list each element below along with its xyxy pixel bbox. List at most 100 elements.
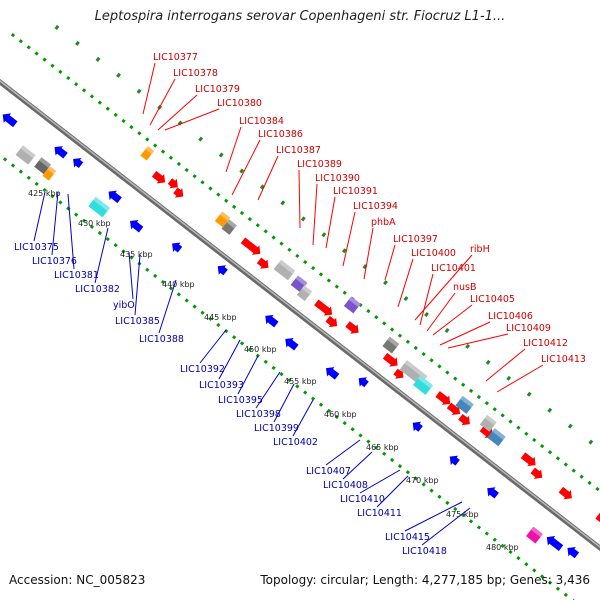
feature-block-2 (34, 157, 52, 175)
reverse-leader-line (292, 399, 314, 437)
forward-gene-label: nusB (453, 282, 477, 293)
forward-leader-line (157, 94, 198, 131)
feature-block-17-shape (487, 428, 506, 447)
feature-block-14 (412, 375, 433, 395)
forward-gene-label: LIC10409 (506, 323, 551, 334)
outer-tick (383, 280, 388, 286)
forward-gene-9-shape (393, 368, 404, 379)
feature-block-9-sheen (295, 275, 308, 286)
forward-gene-9 (393, 368, 404, 379)
feature-block-5-sheen (145, 146, 155, 155)
feature-block-18 (526, 526, 543, 544)
feature-block-12 (382, 336, 400, 354)
feature-block-11-shape (343, 296, 361, 314)
forward-gene-12 (458, 413, 470, 426)
forward-gene-17 (595, 512, 600, 526)
reverse-leader-line (199, 329, 227, 364)
ruler-tick-label: 470 kbp (406, 476, 439, 485)
outer-tick (75, 40, 80, 46)
reverse-gene-16-shape (567, 546, 580, 559)
reverse-leader-line (94, 227, 109, 284)
ruler-tick-label: 455 kbp (284, 377, 317, 386)
feature-block-6-shape (221, 219, 237, 235)
feature-block-16-shape (479, 414, 497, 432)
reverse-gene-15-shape (546, 536, 564, 551)
feature-block-4-shape (88, 196, 110, 218)
reverse-gene-12 (412, 421, 423, 432)
reverse-gene-label: LIC10410 (340, 494, 385, 505)
forward-gene-14-shape (520, 452, 536, 467)
reverse-leader-line (421, 507, 471, 546)
forward-gene-label: LIC10390 (315, 173, 360, 184)
reverse-gene-label: LIC10392 (180, 364, 225, 375)
forward-gene-1 (167, 178, 178, 189)
outer-tick (506, 375, 512, 381)
feature-block-7 (214, 211, 231, 228)
reverse-gene-13 (449, 455, 460, 466)
reverse-gene-1-shape (2, 113, 18, 128)
outer-tick (54, 24, 60, 30)
reverse-gene-label: LIC10398 (236, 409, 281, 420)
genome-summary: Topology: circular; Length: 4,277,185 bp… (260, 573, 590, 587)
forward-gene-17-shape (595, 512, 600, 526)
reverse-leader-line (67, 193, 75, 270)
forward-leader-line (325, 196, 336, 249)
forward-leader-line (257, 155, 279, 201)
feature-block-2-shape (34, 157, 52, 175)
reverse-gene-4-shape (108, 190, 122, 204)
reverse-gene-1 (2, 113, 18, 128)
outer-tick (485, 359, 491, 365)
forward-gene-7-shape (345, 321, 359, 334)
feature-block-1 (15, 145, 36, 165)
feature-block-2-sheen (39, 157, 52, 168)
feature-block-8 (273, 259, 296, 281)
forward-gene-1-shape (167, 178, 178, 189)
feature-block-16 (479, 414, 497, 432)
feature-block-10-sheen (301, 285, 313, 295)
map-title: Leptospira interrogans serovar Copenhage… (94, 9, 506, 24)
forward-gene-8 (382, 352, 398, 367)
outer-tick (526, 391, 532, 397)
forward-leader-line (485, 348, 526, 382)
reverse-gene-label: LIC10393 (199, 380, 244, 391)
forward-gene-2-shape (173, 187, 184, 198)
reverse-gene-16 (567, 546, 580, 559)
reverse-gene-label: LIC10408 (323, 480, 368, 491)
outer-tick (136, 88, 142, 94)
forward-leader-line (312, 183, 318, 246)
forward-gene-10-shape (435, 391, 451, 405)
forward-gene-label: LIC10384 (239, 116, 284, 127)
forward-gene-label: LIC10400 (411, 248, 456, 259)
forward-leader-line (439, 321, 491, 346)
feature-block-7-shape (214, 211, 231, 228)
reverse-gene-label: LIC10375 (14, 242, 59, 253)
forward-gene-label: LIC10394 (353, 201, 398, 212)
outer-tick (198, 136, 204, 142)
ruler-tick-label: 465 kbp (366, 443, 399, 452)
forward-gene-5 (314, 299, 333, 316)
ruler-tick-label: 430 kbp (78, 219, 111, 228)
forward-leader-line (142, 62, 156, 115)
forward-gene-label: LIC10387 (276, 145, 321, 156)
forward-gene-10 (435, 391, 451, 405)
reverse-gene-label: LIC10415 (385, 532, 430, 543)
feature-block-15-shape (455, 395, 474, 414)
feature-block-15 (455, 395, 474, 414)
reverse-leader-line (376, 475, 409, 508)
feature-block-11-sheen (348, 296, 361, 308)
forward-gene-0 (151, 170, 166, 184)
reverse-gene-label: LIC10385 (115, 316, 160, 327)
outer-tick (547, 407, 553, 413)
feature-block-10-shape (296, 285, 313, 301)
reverse-gene-9 (285, 337, 299, 351)
forward-gene-label: ribH (470, 244, 490, 255)
reverse-gene-label: LIC10402 (273, 437, 318, 448)
outer-tick (300, 216, 306, 222)
feature-block-16-sheen (484, 414, 497, 426)
outer-tick (116, 72, 121, 78)
reverse-gene-10-shape (326, 367, 340, 380)
forward-gene-label: LIC10380 (217, 98, 262, 109)
outer-tick (588, 439, 594, 445)
forward-leader-line (149, 78, 176, 126)
